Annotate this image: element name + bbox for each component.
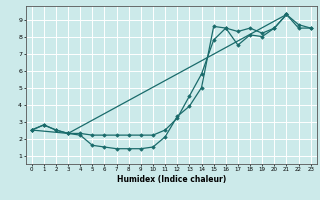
- X-axis label: Humidex (Indice chaleur): Humidex (Indice chaleur): [116, 175, 226, 184]
